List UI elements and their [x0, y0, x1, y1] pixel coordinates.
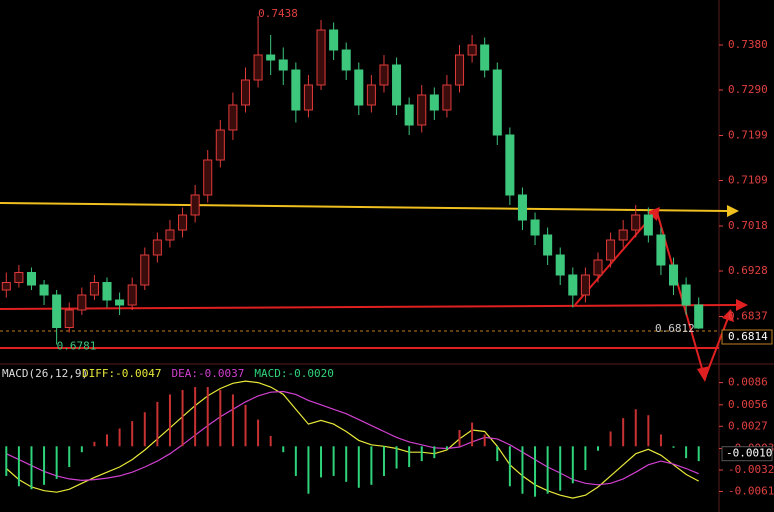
y-tick-label: 0.0086: [728, 376, 768, 389]
y-tick-label: 0.7380: [728, 38, 768, 51]
arrow-head: [647, 207, 660, 221]
y-tick-label: 0.6837: [728, 310, 768, 323]
candle-body: [492, 69, 502, 136]
resistance-line: [0, 202, 728, 212]
arrow-head: [722, 309, 734, 322]
candle-body: [152, 239, 162, 256]
candle-body: [215, 129, 225, 161]
candle-body: [668, 264, 679, 286]
candle-body: [127, 284, 137, 306]
y-tick-label: 0.0056: [728, 398, 768, 411]
y-tick-label: 0.0027: [728, 419, 768, 432]
candle-body: [203, 159, 213, 196]
trend-arrow: [704, 317, 729, 379]
y-tick-label: 0.6928: [728, 264, 768, 277]
candle-body: [102, 282, 112, 301]
candle-body: [404, 104, 414, 126]
candle-body: [1, 282, 11, 291]
marker-label: -0.0010: [726, 447, 772, 460]
candle-body: [64, 309, 74, 328]
candle-body: [266, 54, 276, 61]
candle-body: [454, 54, 465, 86]
arrow-head: [697, 366, 710, 382]
macd-title: MACD(26,12,9): [2, 367, 88, 380]
candle-body: [354, 69, 364, 106]
candle-body: [77, 294, 87, 311]
candle-body: [631, 214, 641, 231]
low-label: 0.6781: [57, 340, 97, 353]
candle-body: [165, 229, 175, 241]
candle-body: [505, 134, 515, 196]
y-tick-label: 0.7109: [728, 174, 768, 187]
candle-body: [429, 94, 439, 111]
legend-entry: DIFF:-0.0047: [82, 367, 161, 380]
y-tick-label: -0.0061: [728, 484, 774, 497]
high-label: 0.7438: [258, 7, 298, 20]
candle-body: [467, 44, 477, 56]
candle-body: [52, 294, 62, 328]
support-line: [0, 304, 737, 310]
candle-body: [291, 69, 301, 111]
macd-line: [6, 390, 699, 486]
candle-body: [329, 29, 339, 51]
candle-body: [606, 239, 616, 261]
legend-entry: MACD:-0.0020: [254, 367, 333, 380]
candle-body: [555, 254, 565, 276]
candle-body: [178, 214, 188, 231]
candle-body: [580, 274, 590, 296]
candle-body: [228, 104, 238, 131]
candle-body: [26, 272, 37, 286]
candle-body: [278, 59, 288, 71]
candle-body: [341, 49, 351, 71]
y-tick-label: 0.7018: [728, 219, 768, 232]
price-box-label: 0.6814: [728, 330, 768, 343]
candle-body: [253, 54, 263, 81]
candle-body: [618, 229, 628, 241]
candle-body: [240, 79, 251, 106]
candle-body: [14, 272, 24, 283]
candle-body: [140, 254, 150, 286]
candle-body: [681, 284, 691, 306]
candle-body: [115, 299, 125, 306]
y-tick-label: -0.0032: [728, 463, 774, 476]
candle-body: [517, 194, 527, 221]
candle-body: [543, 234, 553, 256]
candle-body: [417, 94, 427, 126]
candle-body: [442, 84, 452, 111]
y-tick-label: 0.7199: [728, 129, 768, 142]
candle-body: [366, 84, 376, 106]
last-low-label: 0.6812: [655, 322, 695, 335]
marker-box: [721, 446, 773, 462]
candle-body: [39, 284, 49, 296]
arrow-head: [736, 299, 748, 311]
candle-body: [316, 29, 326, 86]
candle-body: [694, 304, 704, 329]
candle-body: [303, 84, 313, 111]
candle-body: [656, 234, 666, 266]
macd-line: [5, 380, 699, 499]
y-tick-label: 0.7290: [728, 83, 768, 96]
candle-body: [190, 194, 200, 216]
price-box: [721, 329, 773, 345]
candle-body: [379, 64, 389, 86]
candle-body: [568, 274, 578, 296]
candle-body: [643, 214, 653, 236]
candle-body: [593, 259, 603, 276]
candle-body: [530, 219, 540, 236]
candle-body: [480, 44, 490, 71]
candle-body: [89, 282, 99, 296]
candle-body: [392, 64, 402, 106]
legend-entry: DEA:-0.0037: [171, 367, 244, 380]
arrow-head: [727, 205, 739, 217]
